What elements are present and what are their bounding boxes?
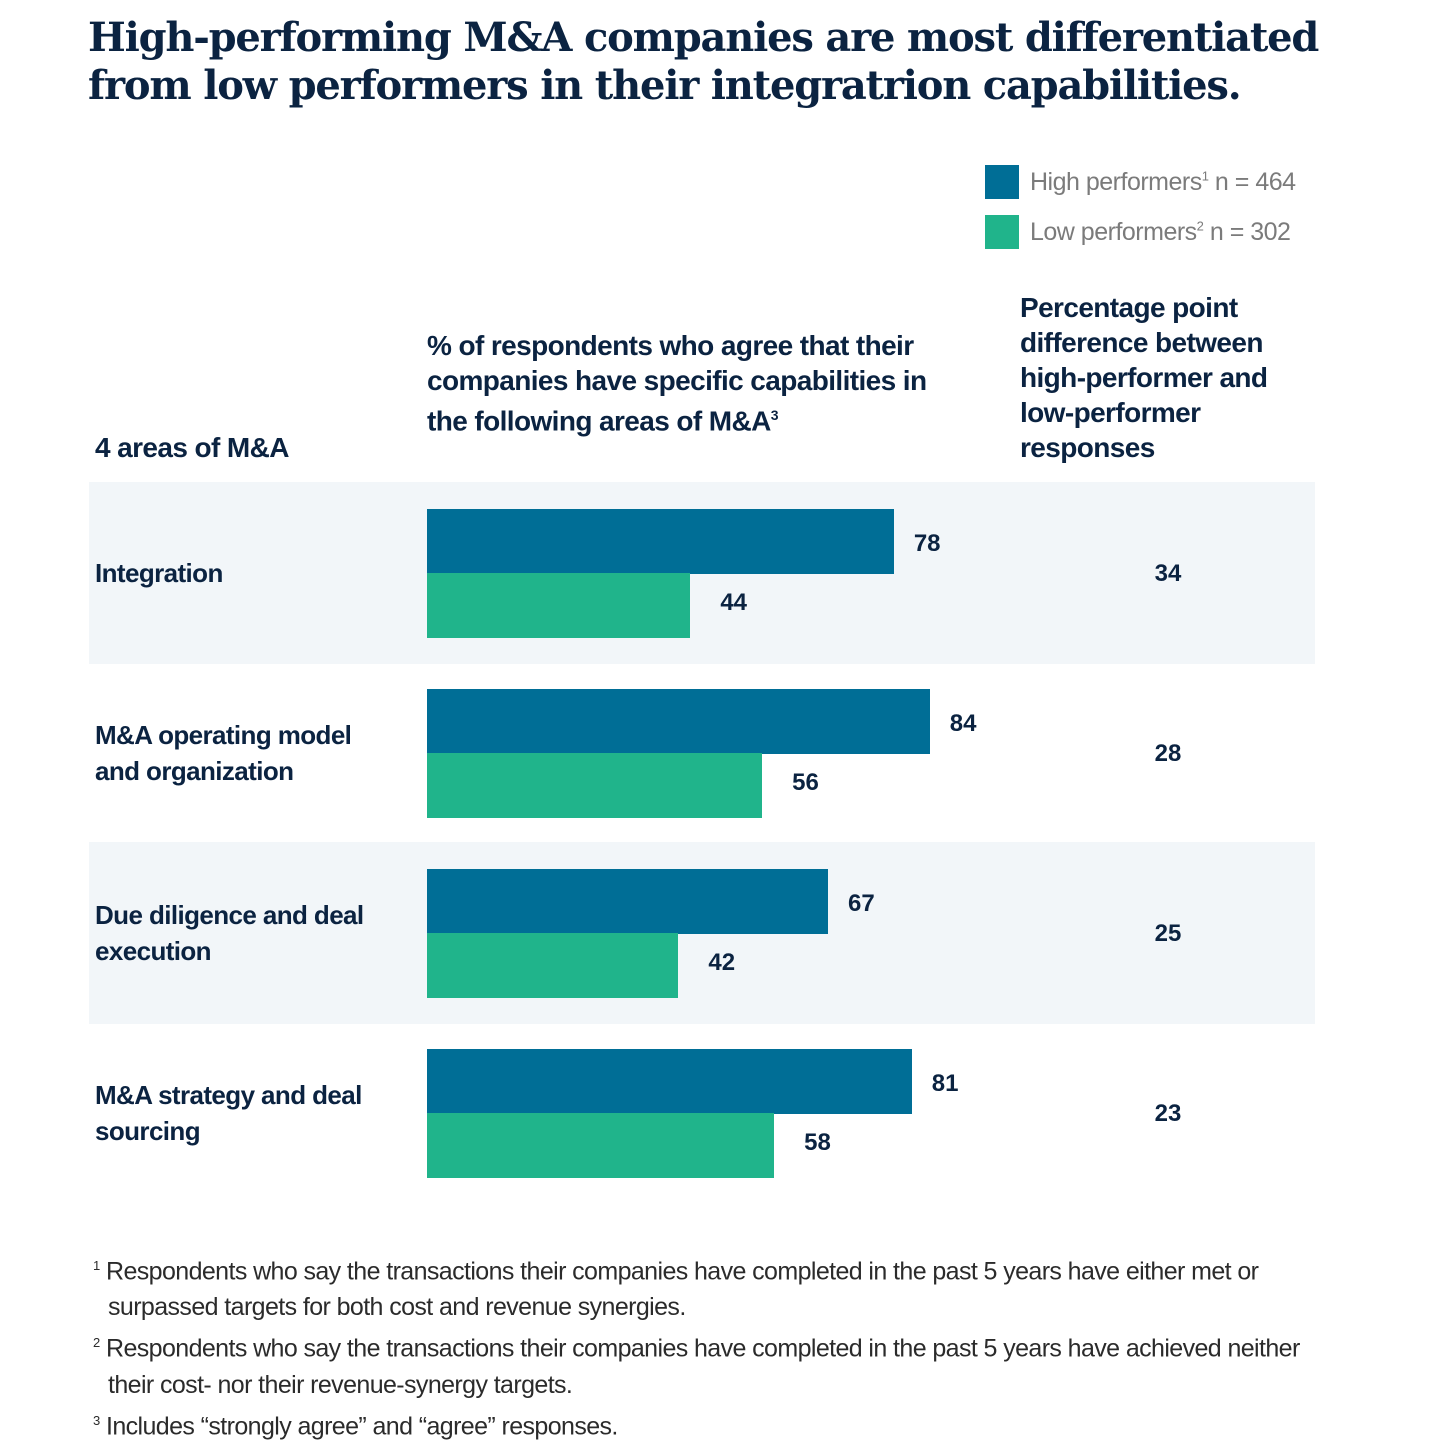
- footnotes: 1 Respondents who say the transactions t…: [93, 1248, 1333, 1444]
- bar-value-label-high: 81: [931, 1070, 959, 1097]
- bar-value-label-high: 84: [949, 710, 977, 737]
- bar-value-label-low: 44: [720, 589, 748, 616]
- row-label: Integration: [95, 558, 223, 588]
- legend-item-high: High performers1 n = 464: [985, 165, 1296, 199]
- bar-low: [427, 573, 691, 638]
- difference-value: 23: [1154, 1100, 1182, 1127]
- difference-value: 25: [1154, 920, 1182, 947]
- bar-value-label-high: 78: [913, 530, 941, 557]
- bar-low: [427, 753, 763, 818]
- legend-swatch-low: [985, 215, 1019, 249]
- bar-high: [427, 1049, 912, 1114]
- bar-low: [427, 1113, 775, 1178]
- bar-high: [427, 869, 828, 934]
- bar-value-label-low: 56: [792, 769, 819, 796]
- chart-title: High-performing M&A companies are most d…: [88, 14, 1319, 109]
- footnote-1: 1 Respondents who say the transactions t…: [93, 1257, 1259, 1322]
- footnote-3: 3 Includes “strongly agree” and “agree” …: [93, 1411, 618, 1440]
- bar-value-label-low: 58: [804, 1129, 831, 1156]
- bar-value-label-low: 42: [708, 949, 736, 976]
- header-difference: Percentage point difference between high…: [1020, 292, 1268, 463]
- header-areas: 4 areas of M&A: [95, 432, 289, 463]
- bar-high: [427, 509, 894, 574]
- bar-value-label-high: 67: [847, 890, 875, 917]
- footnote-2: 2 Respondents who say the transactions t…: [93, 1334, 1300, 1399]
- difference-value: 34: [1154, 560, 1182, 587]
- header-percent: % of respondents who agree that their co…: [427, 330, 927, 437]
- difference-value: 28: [1154, 740, 1182, 767]
- legend-label-low: Low performers2 n = 302: [1030, 217, 1291, 246]
- legend-item-low: Low performers2 n = 302: [985, 215, 1296, 249]
- legend-label-high: High performers1 n = 464: [1030, 167, 1296, 196]
- row-label: Due diligence and deal execution: [95, 900, 364, 966]
- bar-high: [427, 689, 930, 754]
- row-label: M&A operating model and organization: [95, 720, 352, 786]
- bar-low: [427, 933, 679, 998]
- legend-swatch-high: [985, 165, 1019, 199]
- row-label: M&A strategy and deal sourcing: [95, 1080, 362, 1146]
- legend: High performers1 n = 464 Low performers2…: [985, 165, 1296, 265]
